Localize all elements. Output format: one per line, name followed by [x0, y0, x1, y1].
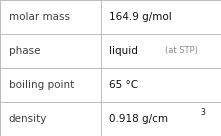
- Text: boiling point: boiling point: [9, 80, 74, 90]
- Text: 65 °C: 65 °C: [109, 80, 139, 90]
- Text: 0.918 g/cm: 0.918 g/cm: [109, 114, 168, 124]
- Text: molar mass: molar mass: [9, 12, 70, 22]
- Text: (at STP): (at STP): [165, 47, 198, 55]
- Text: density: density: [9, 114, 47, 124]
- Text: liquid: liquid: [109, 46, 138, 56]
- Text: 164.9 g/mol: 164.9 g/mol: [109, 12, 172, 22]
- Text: 3: 3: [200, 108, 205, 117]
- Text: phase: phase: [9, 46, 40, 56]
